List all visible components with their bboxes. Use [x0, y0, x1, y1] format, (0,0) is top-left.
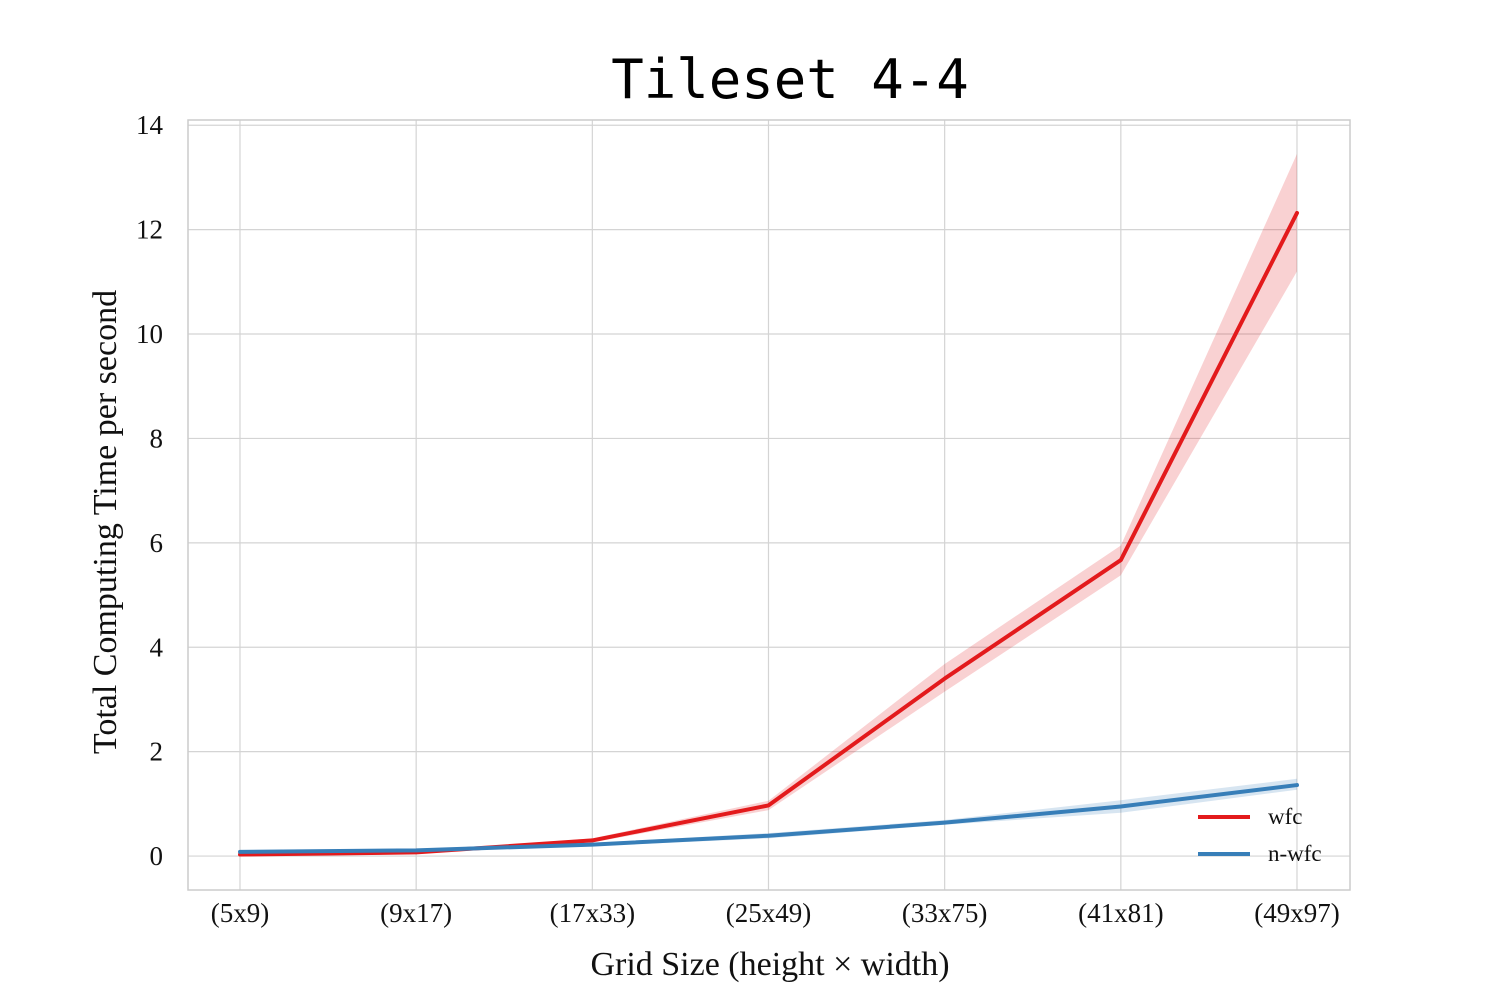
x-tick-label: (17x33) — [550, 898, 635, 928]
y-tick-label: 12 — [136, 215, 163, 245]
x-tick-label: (9x17) — [380, 898, 452, 928]
series-lines — [238, 210, 1299, 857]
y-tick-label: 2 — [150, 737, 164, 767]
x-tick-label: (25x49) — [726, 898, 811, 928]
legend-label-n-wfc: n-wfc — [1268, 841, 1322, 866]
y-tick-label: 14 — [136, 110, 164, 140]
legend-label-wfc: wfc — [1268, 804, 1302, 829]
x-tick-label: (49x97) — [1254, 898, 1339, 928]
y-tick-label: 10 — [136, 319, 163, 349]
x-tick-label: (5x9) — [211, 898, 269, 928]
x-tick-label: (41x81) — [1078, 898, 1163, 928]
y-tick-label: 6 — [150, 528, 164, 558]
y-tick-label: 0 — [150, 841, 164, 871]
y-tick-label: 8 — [150, 423, 164, 453]
legend: wfc n-wfc — [1198, 804, 1322, 866]
x-tick-label: (33x75) — [902, 898, 987, 928]
x-tick-labels: (5x9) (9x17) (17x33) (25x49) (33x75) (41x81) (… — [211, 898, 1340, 928]
y-tick-labels: 0 2 4 6 8 10 12 14 — [136, 110, 164, 871]
plot-frame — [187, 119, 1351, 891]
x-axis-label: Grid Size (height × width) — [590, 946, 949, 983]
y-tick-label: 4 — [150, 632, 164, 662]
grid-layer — [188, 120, 1350, 890]
y-axis-label: Total Computing Time per second — [87, 290, 124, 754]
chart-title: Tileset 4-4 — [611, 48, 969, 111]
